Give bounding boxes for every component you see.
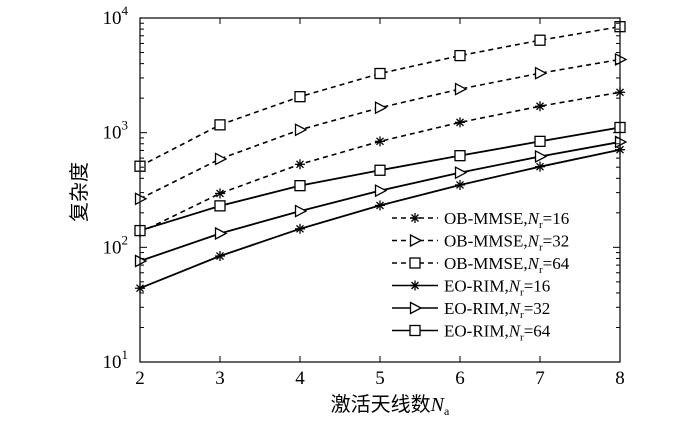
legend-label: OB-MMSE,Nr=16 [444,209,569,231]
x-axis-title-main: 激活天线数 [331,393,431,416]
legend-marker [409,324,421,337]
legend-entry: OB-MMSE,Nr=64 [392,254,570,276]
data-point [614,52,628,67]
data-point [534,34,546,46]
series-3 [134,21,626,172]
x-tick-label: 6 [455,368,465,389]
series-4 [135,144,625,294]
data-point [214,226,228,241]
data-point [454,166,468,180]
x-tick-label: 7 [535,368,545,389]
x-axis-title: 激活天线数Na [331,393,450,418]
data-point [214,152,228,166]
data-point [455,179,465,190]
data-point [215,188,225,199]
x-axis-title-sub: a [444,404,450,418]
legend-label: OB-MMSE,Nr=64 [444,254,570,276]
x-tick-label: 5 [375,368,385,389]
data-point [614,135,628,149]
data-point [294,123,308,137]
legend-entry: EO-RIM,Nr=32 [392,299,550,321]
data-point [454,150,466,162]
data-point [294,180,306,192]
y-axis-title: 复杂度 [68,162,91,222]
legend-label: OB-MMSE,Nr=32 [444,232,569,254]
data-point [374,164,386,176]
data-point [455,117,465,128]
series-5 [134,135,628,268]
data-point [535,101,545,112]
data-point [214,119,226,131]
legend-label: EO-RIM,Nr=64 [444,322,551,344]
data-point [454,49,466,62]
legend-marker [409,233,423,248]
axes: 2 3 4 5 6 7 8 101 102 103 104 [103,3,625,389]
x-axis-title-var: N [430,394,446,416]
data-point [295,159,305,170]
data-point [294,204,308,218]
x-tick-label: 4 [295,368,305,389]
y-tick-label: 102 [103,232,129,258]
y-tick-label: 104 [103,3,129,29]
data-point [375,200,385,211]
legend-marker [410,213,420,223]
legend-entry: OB-MMSE,Nr=16 [392,209,569,231]
legend: OB-MMSE,Nr=16OB-MMSE,Nr=32OB-MMSE,Nr=64E… [386,206,608,347]
legend-marker [409,257,421,269]
legend-label: EO-RIM,Nr=32 [444,299,550,321]
data-point [374,184,388,198]
data-point [214,200,226,212]
series-line [139,58,621,200]
legend-entry: EO-RIM,Nr=64 [392,322,551,344]
data-point [294,91,306,103]
data-point [535,161,545,172]
legend-label: EO-RIM,Nr=16 [444,277,550,299]
legend-marker [409,301,423,315]
data-point [534,66,548,80]
y-tick-label: 101 [103,347,129,373]
y-tick-label: 103 [103,118,129,144]
data-point [374,67,386,80]
series-2 [134,52,628,206]
data-point [534,135,546,147]
legend-entry: OB-MMSE,Nr=32 [392,232,569,254]
x-tick-label: 2 [135,368,145,389]
legend-marker [410,280,420,291]
data-point [534,149,548,164]
x-tick-label: 8 [615,368,625,389]
x-tick-label: 3 [215,368,225,389]
data-point [454,82,468,96]
data-point [215,251,225,262]
data-point [374,101,388,115]
data-point [134,192,148,206]
data-point [375,136,385,147]
legend-entry: EO-RIM,Nr=16 [392,277,550,299]
plot-area [134,21,628,294]
data-point [295,223,305,234]
legend-background [386,206,608,347]
